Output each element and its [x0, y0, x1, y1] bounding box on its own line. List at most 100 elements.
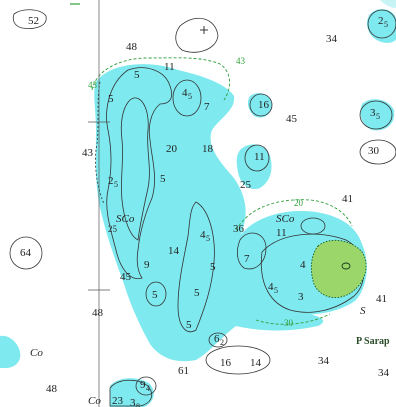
contour-20m-west [95, 81, 105, 205]
seabed-label: SCo [276, 213, 295, 225]
green-contour-30 [255, 313, 331, 325]
sounding: 34 [378, 367, 390, 379]
sounding: 43 [82, 147, 94, 159]
shallow-top-edge [380, 0, 396, 8]
sounding: 14 [250, 357, 262, 369]
sounding-fraction: 5 [274, 286, 278, 295]
contour-label: 43 [236, 56, 246, 66]
ring-3-5 [359, 100, 393, 130]
shallow-left-edge [0, 335, 21, 368]
sounding-fraction: 5 [114, 180, 118, 189]
sounding: 45 [120, 271, 132, 283]
sounding-fraction: 4 [146, 384, 150, 393]
sounding: 11 [276, 227, 287, 239]
contour-4-5m-north [172, 79, 202, 117]
ring-5-a [145, 281, 167, 307]
sounding: 5 [134, 69, 140, 81]
sounding: 52 [28, 15, 39, 27]
sounding: 36 [233, 223, 245, 235]
sounding: 5 [210, 261, 216, 273]
green-contour-43 [91, 57, 230, 101]
contour-5m-inner [120, 97, 150, 241]
sounding: 41 [342, 193, 353, 205]
knoll-11 [244, 144, 270, 172]
sounding: 18 [202, 143, 214, 155]
contour-label: 30 [284, 318, 294, 328]
sounding-fraction: 5 [188, 92, 192, 101]
sounding-fraction: 5 [206, 234, 210, 243]
sounding: 3 [370, 107, 376, 119]
sounding: 25 [240, 179, 252, 191]
drying-area [310, 239, 367, 299]
sounding: 20 [166, 143, 178, 155]
place-labels: P Sarap [356, 336, 390, 347]
sounding: 5 [186, 319, 192, 331]
ring-64 [9, 236, 43, 270]
drying-area-rock [341, 262, 351, 270]
sounding: 61 [178, 365, 189, 377]
contour-top-lobe [175, 17, 219, 53]
sounding: 11 [254, 151, 265, 163]
green-contour-20 [235, 199, 353, 231]
sounding-fraction: 5 [384, 20, 388, 29]
contour-co-bottom [109, 379, 153, 407]
contour-east-inner [236, 232, 267, 270]
seabed-label: SCo [116, 213, 135, 225]
ring-52 [12, 9, 47, 29]
ring-16-14 [205, 345, 271, 375]
sounding: 9 [144, 259, 150, 271]
knoll-16 [249, 93, 273, 117]
sounding: 16 [220, 357, 232, 369]
shallow-bottom-co [110, 378, 154, 407]
sounding: 45 [286, 113, 298, 125]
ring-9-4 [135, 376, 157, 396]
sounding: 48 [92, 307, 104, 319]
sounding: 5 [108, 93, 114, 105]
sounding: 4 [300, 259, 306, 271]
shallow-ring-3-5 [360, 99, 395, 131]
place-label: P Sarap [356, 336, 390, 347]
sounding: 16 [258, 99, 270, 111]
sounding: 6 [214, 333, 220, 345]
sounding: 30 [368, 145, 380, 157]
sounding: 4 [200, 229, 206, 241]
depth-contours [9, 9, 396, 407]
sounding: 7 [204, 101, 210, 113]
sounding: 5 [160, 173, 166, 185]
seabed-label: Co [30, 347, 43, 359]
sounding: 64 [20, 247, 32, 259]
sounding-fraction: 2 [220, 338, 224, 347]
sounding: 4 [182, 87, 188, 99]
seabed-label: Co [88, 395, 101, 407]
sounding: 4 [268, 281, 274, 293]
contour-5m-south [177, 201, 215, 332]
sounding: 3 [130, 397, 136, 407]
ring-2-5 [367, 9, 396, 39]
sounding: 3 [298, 291, 304, 303]
sounding: 48 [46, 383, 58, 395]
sounding: 41 [376, 293, 387, 305]
contour-label: 20 [294, 198, 304, 208]
sounding: 48 [126, 41, 138, 53]
contour-label: 25 [108, 224, 118, 234]
ring-6 [208, 332, 228, 348]
sounding-fraction: 8 [136, 402, 140, 407]
contour-label: 43 [88, 80, 98, 90]
sounding: 2 [378, 15, 384, 27]
sounding: 5 [152, 289, 158, 301]
sounding: 2 [108, 175, 114, 187]
sounding: 23 [112, 395, 124, 407]
shallow-knoll-16 [247, 93, 272, 118]
ring-30 [359, 139, 396, 165]
contour-east-reef [300, 217, 326, 235]
sounding: 14 [168, 245, 180, 257]
contour-5m-main [106, 67, 173, 280]
sounding: 7 [244, 253, 250, 265]
sounding: 34 [326, 33, 338, 45]
